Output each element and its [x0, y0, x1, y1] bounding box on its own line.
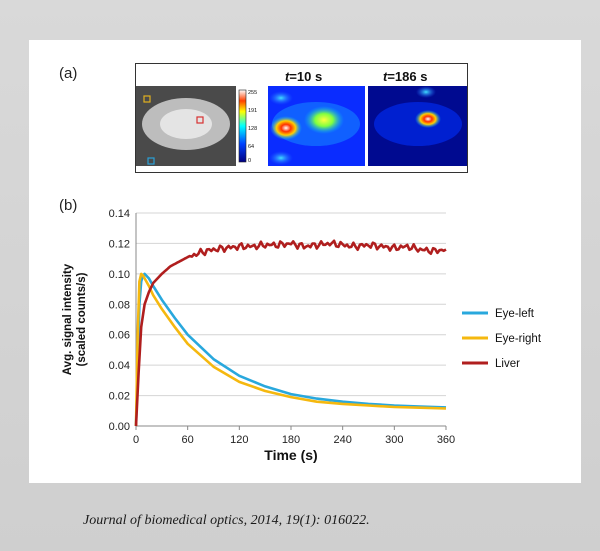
y-axis-label-line1: Avg. signal intensity [62, 263, 74, 375]
y-tick-label: 0.08 [109, 299, 130, 311]
y-tick-label: 0.12 [109, 238, 130, 250]
y-tick-label: 0.14 [109, 208, 130, 220]
header-t10: t=10 s [285, 69, 323, 84]
fluorescence-image-strip: t=10 s t=186 s [135, 63, 468, 173]
colorbar [238, 89, 247, 163]
line-chart: 0.00 0.02 0.04 0.06 0.08 0.10 0.12 0.14 0 60 120 18… [62, 208, 542, 463]
header-t186: t=186 s [383, 69, 428, 84]
x-tick-label: 120 [230, 434, 248, 446]
x-tick-label: 60 [182, 434, 194, 446]
colorbar-tick-255: 255 [248, 90, 257, 96]
y-tick-label: 0.02 [109, 391, 130, 403]
series-line-eye-right [134, 272, 447, 427]
colorbar-tick-128: 128 [248, 126, 257, 132]
x-tick-label: 180 [282, 434, 300, 446]
colorbar-tick-191: 191 [248, 108, 257, 114]
x-tick-label: 360 [437, 434, 455, 446]
y-axis-label: Avg. signal intensity (scaled counts/s) [62, 263, 88, 375]
series-line-eye-left [134, 272, 447, 427]
roi-blue-box [147, 157, 155, 165]
y-tick-label: 0.06 [109, 330, 130, 342]
x-axis-label: Time (s) [264, 447, 317, 463]
figure-card: (a) (b) t=10 s t=186 s [29, 40, 581, 483]
y-axis-label-line2: (scaled counts/s) [76, 272, 88, 366]
y-tick-label: 0.04 [109, 360, 130, 372]
y-tick-label: 0.00 [109, 421, 130, 433]
colorbar-tick-64: 64 [248, 144, 254, 150]
y-tick-label: 0.10 [109, 269, 130, 281]
roi-yellow-box [143, 95, 151, 103]
x-tick-label: 300 [385, 434, 403, 446]
legend-label-eye-right: Eye-right [495, 333, 542, 345]
x-tick-label: 0 [133, 434, 139, 446]
series-line-liver [134, 239, 447, 427]
roi-red-box [196, 116, 204, 124]
image-panels: 255 191 128 64 0 [136, 86, 467, 172]
panel-a-label: (a) [59, 65, 78, 82]
legend-label-eye-left: Eye-left [495, 308, 535, 320]
citation-text: Journal of biomedical optics, 2014, 19(1… [83, 513, 370, 528]
colorbar-tick-0: 0 [248, 158, 251, 164]
x-tick-label: 240 [333, 434, 351, 446]
panel-b-label: (b) [59, 197, 78, 214]
legend-label-liver: Liver [495, 358, 520, 370]
